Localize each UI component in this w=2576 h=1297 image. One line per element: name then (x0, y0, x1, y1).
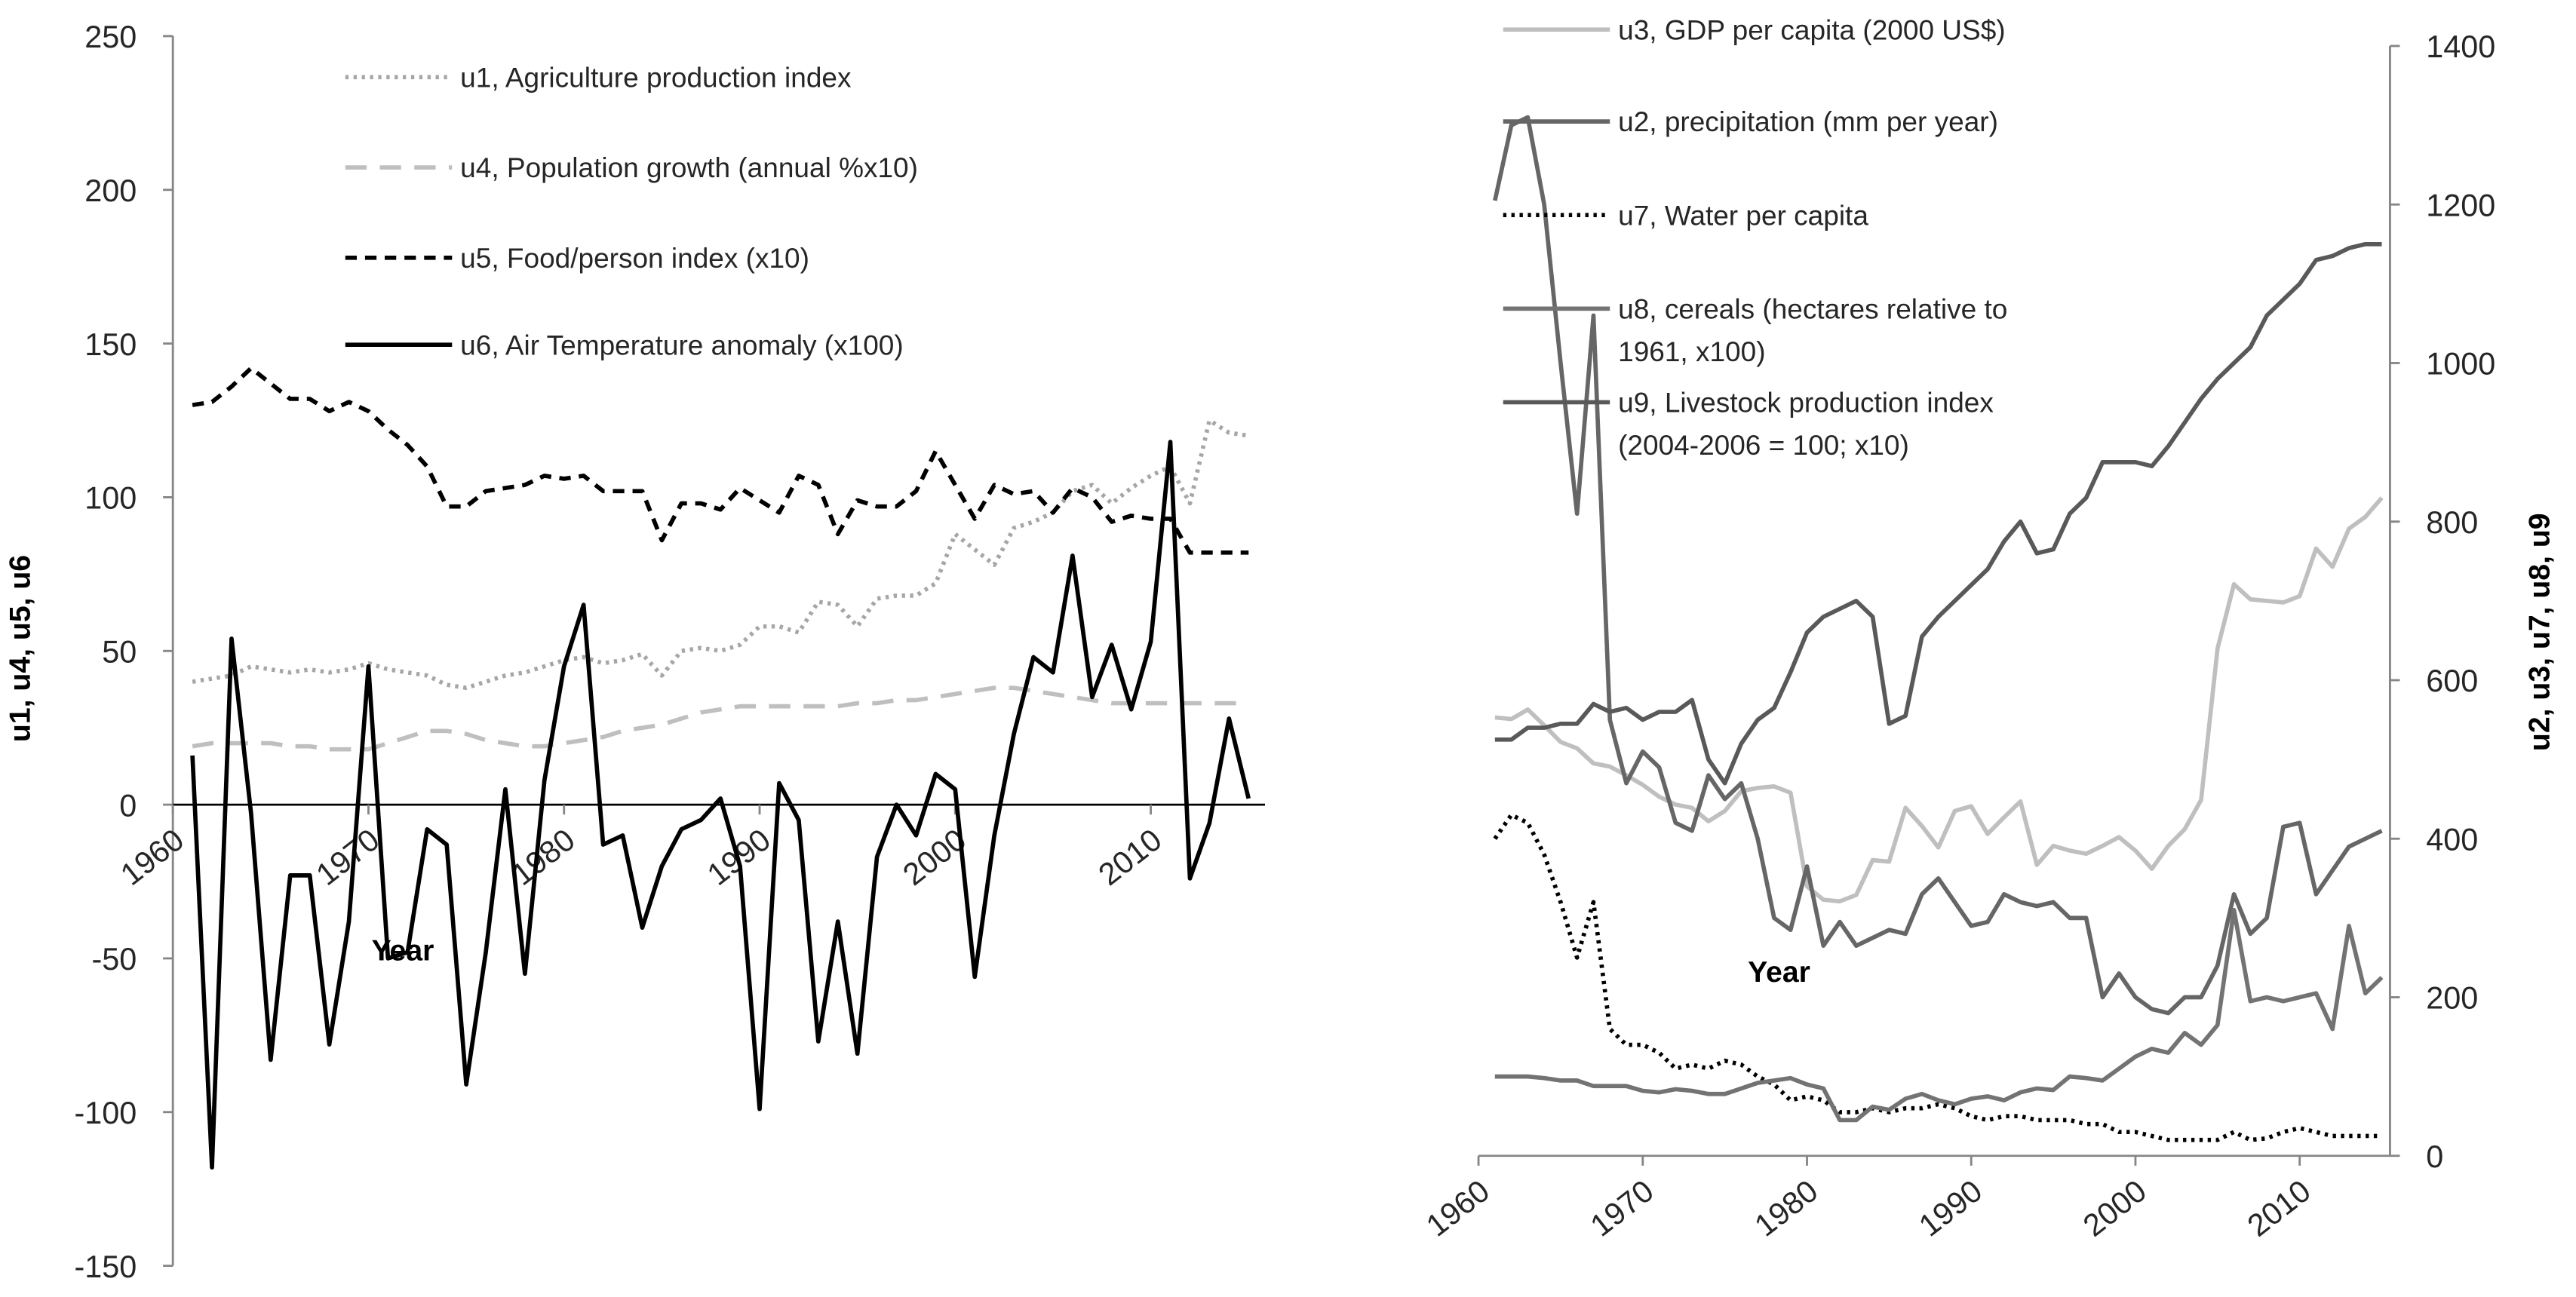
legend-label: u3, GDP per capita (2000 US$) (1618, 14, 2005, 45)
y-tick-label: 1200 (2426, 188, 2495, 222)
x-axis-title: Year (372, 935, 434, 967)
legend-line: (2004-2006 = 100; x10) (1618, 429, 1909, 461)
x-tick-label: 1960 (1420, 1173, 1496, 1243)
series-line (190, 440, 1251, 1170)
y-tick-label: 400 (2426, 822, 2478, 857)
x-tick-label: 1960 (114, 822, 190, 892)
series-line (1493, 115, 2383, 1016)
x-tick-label: 2010 (1092, 822, 1168, 892)
x-tick-label: 1980 (1749, 1173, 1825, 1243)
y-axis-title: u1, u4, u5, u6 (5, 555, 37, 742)
legend-line: u9, Livestock production index (1618, 386, 1994, 418)
series-line (192, 366, 1249, 555)
y-tick-label: 600 (2426, 664, 2478, 698)
legend-label: u8, cereals (hectares relative to 1961, x… (1618, 293, 2007, 367)
y-tick-label: 150 (84, 327, 137, 362)
legend-label: u1, Agriculture production index (460, 61, 852, 93)
legend-label: u2, precipitation (mm per year) (1618, 106, 1998, 137)
x-axis-title: Year (1748, 956, 1810, 989)
y-tick-label: 800 (2426, 505, 2478, 540)
y-tick-label: 1400 (2426, 29, 2495, 64)
legend-label: u5, Food/person index (x10) (460, 242, 809, 274)
y-tick-label: -100 (74, 1096, 137, 1130)
y-tick-label: -150 (74, 1249, 137, 1284)
y-axis-title: u2, u3, u7, u8, u9 (2524, 513, 2556, 751)
x-tick-label: 1970 (310, 822, 386, 892)
legend-line: 1961, x100) (1618, 336, 1765, 367)
legend-label: u6, Air Temperature anomaly (x100) (460, 329, 903, 360)
series-line (192, 685, 1249, 752)
x-tick-label: 1970 (1584, 1173, 1660, 1243)
y-tick-label: 0 (2426, 1139, 2443, 1174)
legend-label: u7, Water per capita (1618, 199, 1868, 231)
y-tick-label: 200 (84, 173, 137, 208)
y-tick-label: -50 (91, 942, 137, 977)
y-tick-label: 100 (84, 481, 137, 516)
x-tick-label: 2000 (2077, 1173, 2153, 1243)
series-line (192, 418, 1249, 691)
series-line (1494, 496, 2384, 904)
legend-label: u4, Population growth (annual %x10) (460, 152, 918, 183)
y-tick-label: 250 (84, 20, 137, 54)
y-tick-label: 200 (2426, 981, 2478, 1016)
y-tick-label: 0 (119, 788, 137, 823)
legend-label: u9, Livestock production index (2004-2006… (1618, 386, 1994, 461)
series-line (1493, 812, 2382, 1142)
legend-line: u8, cereals (hectares relative to (1618, 293, 2007, 324)
series-line (1494, 241, 2382, 786)
x-tick-label: 1990 (1912, 1173, 1988, 1243)
x-tick-label: 2010 (2241, 1173, 2317, 1243)
y-tick-label: 50 (102, 635, 137, 670)
series-line (1494, 908, 2384, 1123)
y-tick-label: 1000 (2426, 347, 2495, 382)
